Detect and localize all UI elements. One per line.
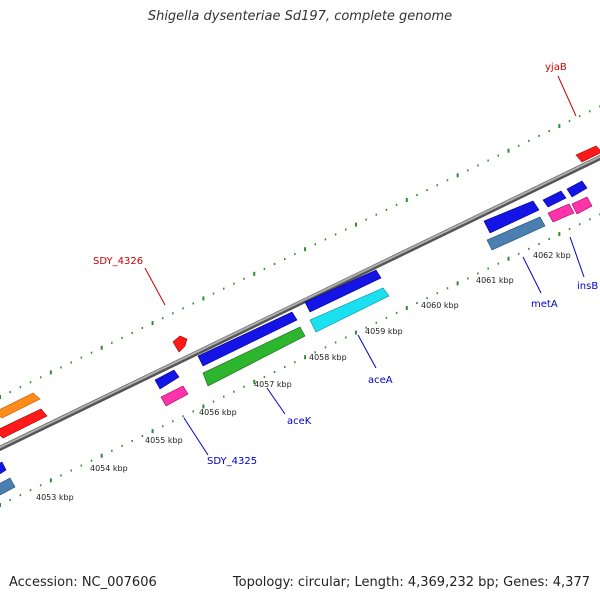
gene-SDY_4325-feature[interactable] [160,385,189,407]
gene-label-aceA[interactable]: aceA [368,375,393,386]
gene-arrow-blue-tiny-right[interactable] [566,180,588,198]
aceA-leader-line [357,334,377,369]
SDY_4326-leader-line [144,267,166,306]
scale-label-4062: 4062 kbp [533,251,571,260]
inner-tick-marks [0,213,600,507]
scale-label-4060: 4060 kbp [421,301,459,310]
gene-yjaB-feature[interactable] [575,145,600,163]
gene-aceA-forward-feature[interactable] [304,269,382,313]
gene-label-insB[interactable]: insB [577,281,598,292]
accession-text: Accession: NC_007606 [9,575,157,590]
yjaB-leader-line [557,75,577,117]
SDY_4325-leader-line [183,417,209,456]
gene-arrow-blue-far-left[interactable] [0,461,7,475]
gene-metA-forward-feature[interactable] [483,200,540,234]
scale-label-4058: 4058 kbp [309,353,347,362]
gene-label-yjaB[interactable]: yjaB [545,62,567,73]
gene-insB-feature-b[interactable] [571,196,593,215]
scale-label-4057: 4057 kbp [254,380,292,389]
genome-backbone-highlight [0,155,600,449]
gene-label-SDY_4325[interactable]: SDY_4325 [207,456,257,467]
gene-arrow-orange[interactable] [0,392,41,419]
gene-label-metA[interactable]: metA [531,299,558,310]
outer-tick-marks [0,105,600,399]
scale-label-4054: 4054 kbp [90,464,128,473]
gene-label-SDY_4326[interactable]: SDY_4326 [93,256,143,267]
map-title: Shigella dysenteriae Sd197, complete gen… [147,9,453,24]
metA-leader-line [522,256,542,294]
gene-steel-feature-left[interactable] [0,477,16,496]
genome-summary-text: Topology: circular; Length: 4,369,232 bp… [232,575,590,590]
gene-SDY_4326-feature[interactable] [172,335,188,353]
gene-aceK-forward-feature[interactable] [197,311,298,367]
gene-label-aceK[interactable]: aceK [287,416,312,427]
gene-insB-feature-a[interactable] [547,203,575,223]
insB-leader-line [569,236,585,278]
scale-label-4056: 4056 kbp [199,408,237,417]
gene-arrow-blue-small-right[interactable] [542,190,567,208]
gene-metA-feature[interactable] [486,216,546,251]
gene-aceK-feature[interactable] [202,326,306,387]
gene-arrow-blue-small-left[interactable] [154,369,180,390]
scale-label-4061: 4061 kbp [476,276,514,285]
aceK-leader-line [266,387,286,415]
scale-label-4055: 4055 kbp [145,436,183,445]
gene-aceA-feature[interactable] [309,287,390,333]
scale-label-4053: 4053 kbp [36,493,74,502]
gene-arrow-red-left[interactable] [0,408,48,439]
scale-label-4059: 4059 kbp [365,327,403,336]
